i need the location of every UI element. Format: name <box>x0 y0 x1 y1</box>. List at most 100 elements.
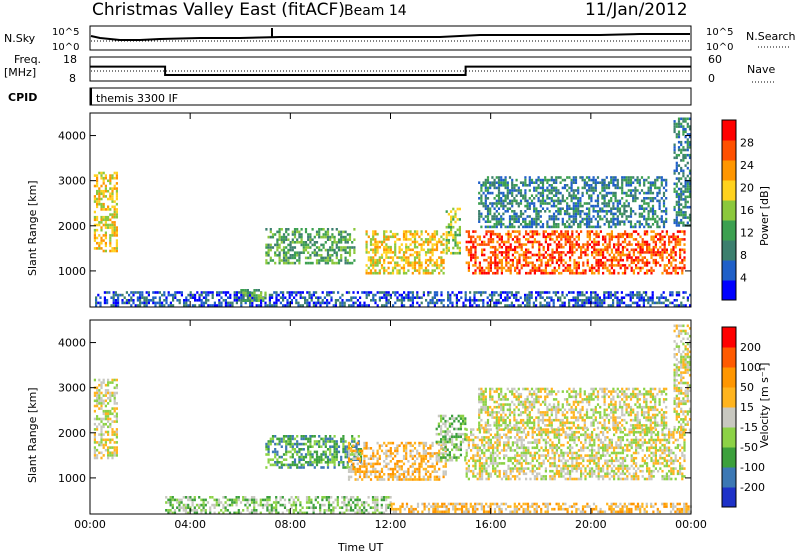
power-cell <box>405 251 408 254</box>
power-cell <box>205 301 208 305</box>
power-cell <box>595 243 598 246</box>
power-cell <box>547 235 550 239</box>
power-cell <box>627 184 630 187</box>
velocity-cell <box>398 473 401 476</box>
power-cell <box>251 294 254 297</box>
power-cell <box>684 117 687 121</box>
power-cell <box>632 261 635 265</box>
power-cell <box>539 191 542 195</box>
velocity-cell <box>448 438 451 441</box>
power-cell <box>484 178 487 182</box>
power-cell <box>661 253 664 257</box>
power-cell <box>515 299 518 302</box>
velocity-cell <box>346 455 349 459</box>
power-cell <box>158 296 161 299</box>
velocity-cell <box>291 442 294 446</box>
power-cell <box>543 291 546 294</box>
power-cell <box>269 259 272 262</box>
power-cell <box>549 232 552 236</box>
power-cell <box>604 235 607 239</box>
power-cell <box>337 259 341 262</box>
velocity-cell <box>365 454 368 458</box>
power-cell <box>596 293 599 297</box>
power-cell <box>478 271 481 275</box>
power-cell <box>670 251 673 254</box>
power-cell <box>660 176 663 179</box>
velocity-cell <box>113 396 116 400</box>
power-cell <box>587 299 590 302</box>
velocity-cell <box>342 461 345 464</box>
velocity-cell <box>335 448 338 451</box>
power-cell <box>478 235 481 239</box>
power-cell <box>491 204 494 208</box>
power-cell <box>555 191 558 195</box>
power-cell <box>640 293 643 297</box>
velocity-cell <box>416 449 419 453</box>
power-cell <box>253 291 256 295</box>
power-cell <box>608 245 611 249</box>
power-cell <box>467 251 470 254</box>
power-cell <box>271 246 275 249</box>
power-cell <box>519 181 523 184</box>
power-cell <box>420 230 423 233</box>
velocity-cell <box>459 432 462 436</box>
power-cell <box>629 191 633 195</box>
power-cell <box>287 233 290 236</box>
power-cell <box>629 291 632 294</box>
velocity-cell <box>369 462 373 466</box>
nsearch-label: N.Search <box>746 30 796 43</box>
power-cell <box>194 304 197 307</box>
power-cell <box>365 269 368 272</box>
power-cell <box>487 266 490 270</box>
power-cell <box>433 296 436 299</box>
power-cell <box>629 299 632 302</box>
power-cell <box>673 130 676 134</box>
power-cell <box>599 253 602 257</box>
power-cell <box>606 258 609 262</box>
power-cell <box>503 243 506 246</box>
power-cell <box>465 245 468 249</box>
power-cell <box>652 245 655 249</box>
power-cell <box>664 299 667 302</box>
power-cell <box>452 233 455 237</box>
power-cell <box>493 197 496 200</box>
power-cell <box>346 241 349 244</box>
power-cell <box>473 296 476 299</box>
power-cell <box>494 266 497 270</box>
power-cell <box>378 245 381 249</box>
power-cell <box>376 271 379 275</box>
velocity-cell <box>335 458 338 461</box>
power-cell <box>416 269 419 272</box>
power-cell <box>458 218 461 221</box>
power-cell <box>113 249 116 253</box>
power-cell <box>405 235 408 239</box>
power-cell <box>311 228 314 231</box>
power-cell <box>213 304 216 307</box>
power-cell <box>185 299 188 302</box>
power-cell <box>593 243 596 246</box>
power-cell <box>218 301 221 305</box>
power-cell <box>577 266 580 270</box>
power-cell <box>222 299 225 302</box>
velocity-cell <box>291 435 294 438</box>
power-cell <box>472 253 475 257</box>
velocity-cell <box>354 470 357 473</box>
power-cell <box>557 291 560 294</box>
power-cell <box>400 258 403 262</box>
velocity-cell <box>352 465 355 468</box>
power-cell <box>394 243 397 246</box>
power-cell <box>612 299 615 302</box>
velocity-cell <box>324 455 327 459</box>
velocity-cell <box>271 437 275 441</box>
power-cell <box>497 176 501 179</box>
power-cell <box>233 293 236 297</box>
velocity-cell <box>107 391 110 395</box>
power-cell <box>542 271 545 275</box>
power-cell <box>102 202 105 206</box>
power-cell <box>643 215 646 218</box>
power-cell <box>308 291 311 294</box>
power-cell <box>525 271 528 275</box>
power-cell <box>240 296 243 299</box>
power-cell <box>607 184 611 187</box>
